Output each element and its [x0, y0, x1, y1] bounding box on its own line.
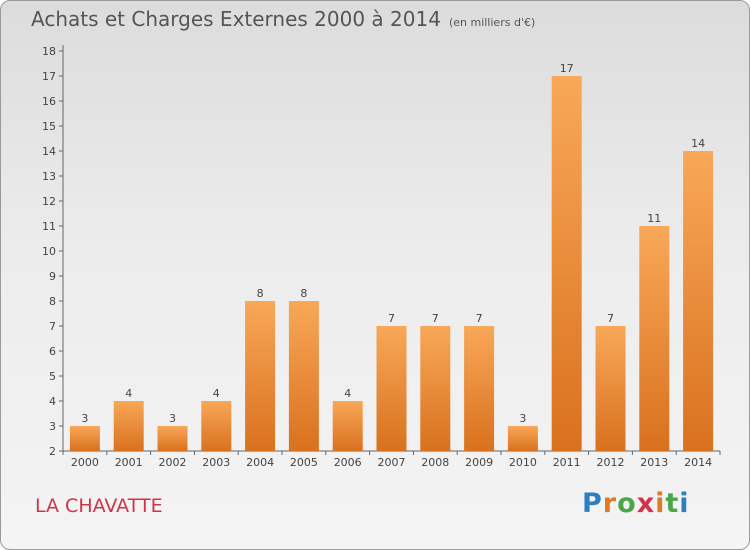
data-label: 11: [647, 212, 661, 225]
bar-2012: [595, 326, 626, 451]
data-label: 14: [691, 137, 705, 150]
logo-letter: x: [636, 488, 656, 519]
data-label: 7: [432, 312, 439, 325]
y-tick-label: 16: [42, 95, 56, 108]
data-label: 4: [213, 387, 220, 400]
x-tick-label: 2013: [640, 456, 668, 469]
y-tick-label: 2: [49, 445, 56, 458]
data-label: 3: [81, 412, 88, 425]
data-label: 3: [169, 412, 176, 425]
y-tick-label: 11: [42, 220, 56, 233]
bar-2001: [113, 401, 144, 451]
y-tick-label: 17: [42, 70, 56, 83]
y-tick-label: 18: [42, 45, 56, 58]
data-label: 7: [607, 312, 614, 325]
y-tick-label: 13: [42, 170, 56, 183]
x-tick-label: 2014: [684, 456, 712, 469]
bar-2002: [157, 426, 188, 451]
bar-2006: [332, 401, 363, 451]
y-tick-label: 12: [42, 195, 56, 208]
bar-2014: [683, 151, 714, 451]
logo-letter: P: [582, 488, 603, 519]
data-label: 7: [388, 312, 395, 325]
bar-2004: [245, 301, 276, 451]
x-tick-label: 2002: [159, 456, 187, 469]
y-tick-label: 9: [49, 270, 56, 283]
chart-unit-label: (en milliers d'€): [448, 16, 536, 29]
bar-2005: [288, 301, 319, 451]
x-tick-label: 2007: [378, 456, 406, 469]
data-label: 4: [125, 387, 132, 400]
data-label: 17: [560, 62, 574, 75]
x-tick-label: 2011: [553, 456, 581, 469]
data-label: 8: [300, 287, 307, 300]
y-tick-label: 3: [49, 420, 56, 433]
data-label: 8: [257, 287, 264, 300]
proxiti-logo[interactable]: Proxiti: [582, 488, 690, 519]
x-tick-label: 2006: [334, 456, 362, 469]
logo-letter: r: [602, 488, 618, 519]
x-tick-label: 2009: [465, 456, 493, 469]
y-tick-label: 15: [42, 120, 56, 133]
x-tick-label: 2008: [421, 456, 449, 469]
y-tick-label: 5: [49, 370, 56, 383]
y-tick-label: 8: [49, 295, 56, 308]
data-label: 7: [476, 312, 483, 325]
y-tick-label: 4: [49, 395, 56, 408]
bar-2009: [464, 326, 495, 451]
bar-2011: [551, 76, 582, 451]
x-tick-label: 2005: [290, 456, 318, 469]
y-tick-label: 6: [49, 345, 56, 358]
logo-letter: i: [655, 488, 666, 519]
bar-2000: [69, 426, 100, 451]
x-tick-label: 2003: [202, 456, 230, 469]
data-label: 3: [519, 412, 526, 425]
bar-2013: [639, 226, 670, 451]
x-tick-label: 2000: [71, 456, 99, 469]
bar-2003: [201, 401, 232, 451]
chart-title: Achats et Charges Externes 2000 à 2014 (e…: [31, 7, 535, 31]
chart-title-text: Achats et Charges Externes 2000 à 2014: [31, 7, 441, 31]
bar-2010: [507, 426, 538, 451]
logo-letter: t: [665, 488, 680, 519]
bar-2008: [420, 326, 451, 451]
logo-letter: o: [617, 488, 637, 519]
x-tick-label: 2001: [115, 456, 143, 469]
x-tick-label: 2004: [246, 456, 274, 469]
y-tick-label: 14: [42, 145, 56, 158]
data-label: 4: [344, 387, 351, 400]
logo-letter: i: [679, 488, 690, 519]
y-tick-label: 10: [42, 245, 56, 258]
y-tick-label: 7: [49, 320, 56, 333]
commune-name: LA CHAVATTE: [35, 495, 163, 517]
x-tick-label: 2010: [509, 456, 537, 469]
bar-2007: [376, 326, 407, 451]
x-tick-label: 2012: [597, 456, 625, 469]
